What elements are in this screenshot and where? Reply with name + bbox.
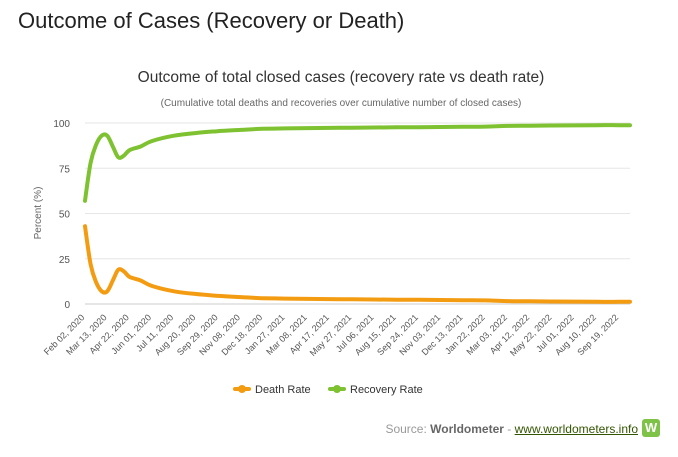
chart-title: Outcome of total closed cases (recovery … bbox=[138, 69, 545, 86]
y-axis-label: Percent (%) bbox=[33, 187, 44, 240]
source-separator: - bbox=[507, 422, 512, 436]
grid bbox=[85, 122, 630, 305]
y-tick-label: 50 bbox=[59, 210, 71, 221]
legend-marker bbox=[238, 385, 246, 393]
source-label: Source: bbox=[385, 422, 427, 436]
legend-item-death-rate[interactable]: Death Rate bbox=[233, 384, 311, 396]
legend[interactable]: Death Rate Recovery Rate bbox=[233, 384, 423, 396]
page-heading: Outcome of Cases (Recovery or Death) bbox=[18, 8, 405, 33]
y-tick-label: 75 bbox=[59, 164, 71, 175]
y-tick-label: 100 bbox=[53, 119, 70, 130]
chart-subtitle: (Cumulative total deaths and recoveries … bbox=[161, 98, 522, 109]
source-credit: Source: Worldometer - www.worldometers.i… bbox=[385, 422, 638, 436]
series-lines bbox=[83, 123, 632, 304]
source-link[interactable]: www.worldometers.info bbox=[514, 422, 638, 436]
y-tick-label: 25 bbox=[59, 255, 71, 266]
legend-item-recovery-rate[interactable]: Recovery Rate bbox=[328, 384, 423, 396]
y-tick-labels: 0 25 50 75 100 bbox=[53, 119, 70, 311]
y-tick-label: 0 bbox=[64, 300, 70, 311]
worldometers-logo[interactable]: W bbox=[642, 419, 660, 437]
legend-marker bbox=[333, 385, 341, 393]
legend-label: Recovery Rate bbox=[350, 384, 423, 396]
series-line-recovery-rate bbox=[83, 123, 632, 203]
legend-label: Death Rate bbox=[255, 384, 311, 396]
series-line-death-rate bbox=[83, 224, 632, 304]
source-publisher: Worldometer bbox=[430, 422, 504, 436]
